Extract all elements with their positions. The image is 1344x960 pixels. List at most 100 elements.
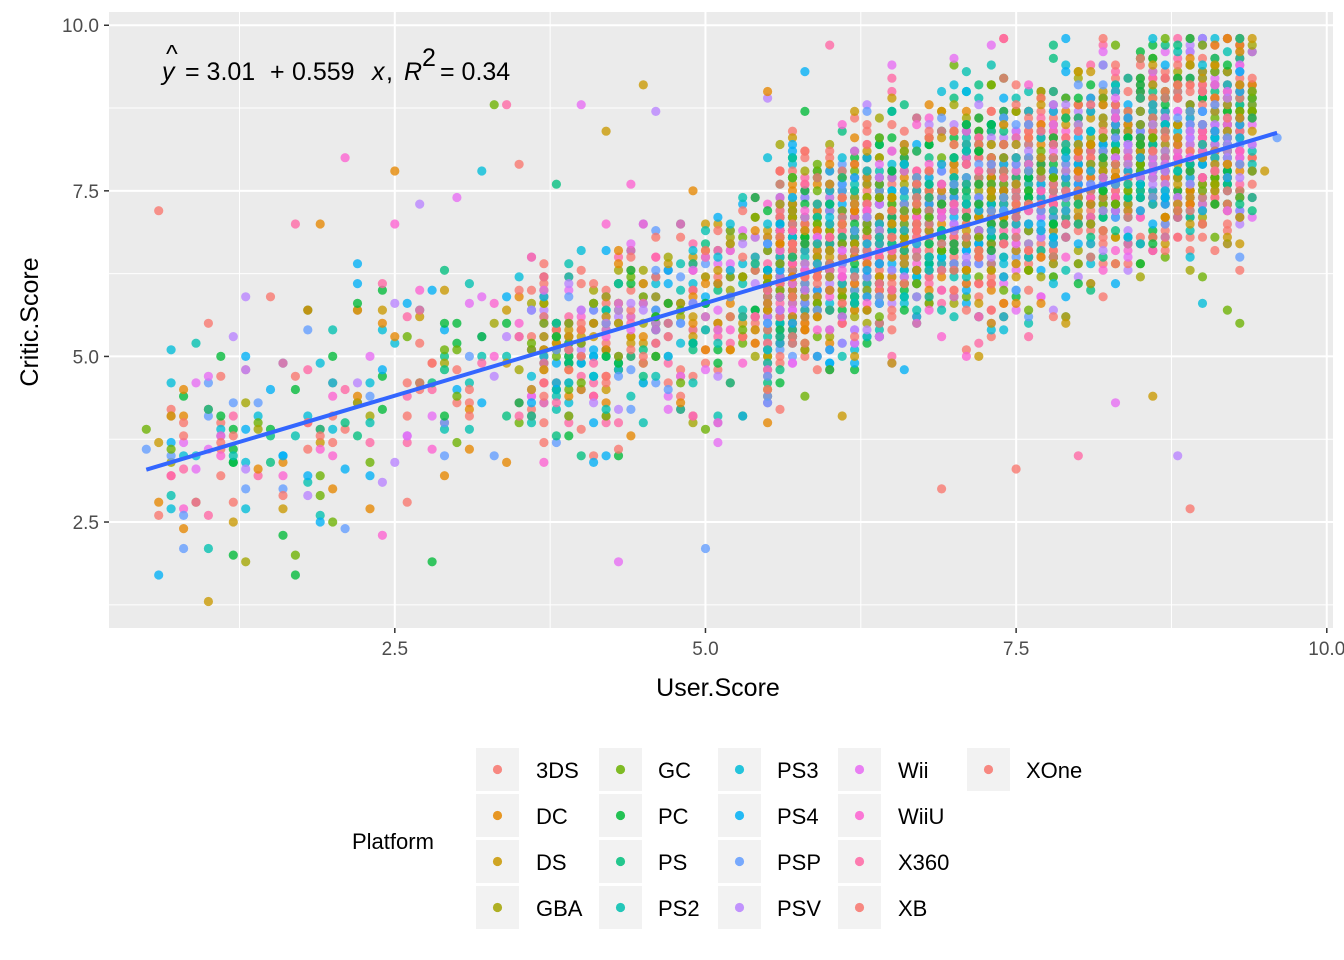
data-point xyxy=(688,332,698,342)
data-point xyxy=(725,338,735,348)
data-point xyxy=(850,219,860,229)
data-point xyxy=(763,292,773,302)
data-point xyxy=(663,265,673,275)
data-point xyxy=(1222,159,1232,169)
data-point xyxy=(763,285,773,295)
data-point xyxy=(961,153,972,163)
data-point xyxy=(787,338,798,348)
data-point xyxy=(1110,199,1121,209)
data-point xyxy=(626,179,636,189)
data-point xyxy=(1073,106,1083,116)
data-point xyxy=(1110,93,1121,103)
data-point xyxy=(1086,239,1096,249)
data-point xyxy=(874,232,885,242)
data-point xyxy=(1061,139,1071,150)
legend-swatch xyxy=(734,856,745,867)
data-point xyxy=(949,292,959,302)
data-point xyxy=(937,192,947,203)
data-point xyxy=(539,272,549,282)
data-point xyxy=(1173,146,1183,156)
data-point xyxy=(874,166,885,176)
data-point xyxy=(1048,305,1058,315)
data-point xyxy=(688,312,698,322)
data-point xyxy=(1036,179,1046,189)
data-point xyxy=(514,292,524,302)
data-point xyxy=(800,219,810,229)
data-point xyxy=(1011,80,1021,90)
data-point xyxy=(626,298,636,308)
data-point xyxy=(949,53,959,64)
data-point xyxy=(613,312,624,322)
legend-label: XB xyxy=(898,896,927,921)
data-point xyxy=(576,312,586,322)
data-point xyxy=(452,338,462,348)
data-point xyxy=(937,133,947,143)
data-point xyxy=(638,265,648,275)
data-point xyxy=(1086,133,1096,143)
data-point xyxy=(825,159,835,169)
data-point xyxy=(290,431,300,441)
data-point xyxy=(1148,139,1158,150)
data-point xyxy=(837,312,847,322)
data-point xyxy=(999,252,1009,262)
data-point xyxy=(1123,179,1133,189)
data-point xyxy=(775,285,785,295)
data-point xyxy=(315,219,325,229)
data-point xyxy=(1235,60,1245,70)
data-point xyxy=(613,444,624,454)
data-point xyxy=(713,226,723,236)
data-point xyxy=(1110,60,1121,70)
data-point xyxy=(775,226,785,236)
legend-item: Wii xyxy=(838,748,929,791)
eq-plus: + xyxy=(270,58,285,86)
data-point xyxy=(924,159,934,169)
data-point xyxy=(1110,120,1121,130)
data-point xyxy=(961,67,972,77)
data-point xyxy=(837,232,847,242)
data-point xyxy=(439,285,450,295)
data-point xyxy=(1011,153,1021,163)
data-point xyxy=(825,212,835,222)
data-point xyxy=(638,378,648,388)
data-point xyxy=(1036,86,1046,97)
data-point xyxy=(241,557,251,567)
data-point xyxy=(1036,212,1046,222)
data-point xyxy=(800,338,810,348)
data-point xyxy=(1123,86,1133,97)
data-point xyxy=(825,285,835,295)
data-point xyxy=(651,371,661,381)
data-point xyxy=(1110,398,1121,408)
data-point xyxy=(1160,126,1170,136)
data-point xyxy=(949,126,959,136)
data-point xyxy=(763,226,773,236)
data-point xyxy=(812,232,822,242)
data-point xyxy=(1135,186,1145,196)
data-point xyxy=(377,477,387,487)
data-point xyxy=(713,318,723,328)
legend-label: 3DS xyxy=(536,758,579,783)
data-point xyxy=(303,411,313,421)
data-point xyxy=(1185,113,1195,123)
data-point xyxy=(203,596,213,607)
data-point xyxy=(763,298,773,308)
data-point xyxy=(750,212,760,222)
data-point xyxy=(514,365,524,375)
legend-item: PSV xyxy=(718,886,821,929)
data-point xyxy=(576,384,586,395)
data-point xyxy=(1247,192,1257,203)
data-point xyxy=(1086,106,1096,116)
data-point xyxy=(1247,47,1257,57)
data-point xyxy=(179,384,189,395)
data-point xyxy=(1011,133,1021,143)
data-point xyxy=(1222,113,1232,123)
data-point xyxy=(1024,219,1034,229)
data-point xyxy=(1173,179,1183,189)
data-point xyxy=(812,159,822,169)
data-point xyxy=(1036,226,1046,236)
data-point xyxy=(1197,232,1208,242)
data-point xyxy=(800,212,810,222)
data-point xyxy=(502,411,512,421)
data-point xyxy=(1185,80,1195,90)
data-point xyxy=(1210,186,1220,196)
data-point xyxy=(1024,192,1034,203)
